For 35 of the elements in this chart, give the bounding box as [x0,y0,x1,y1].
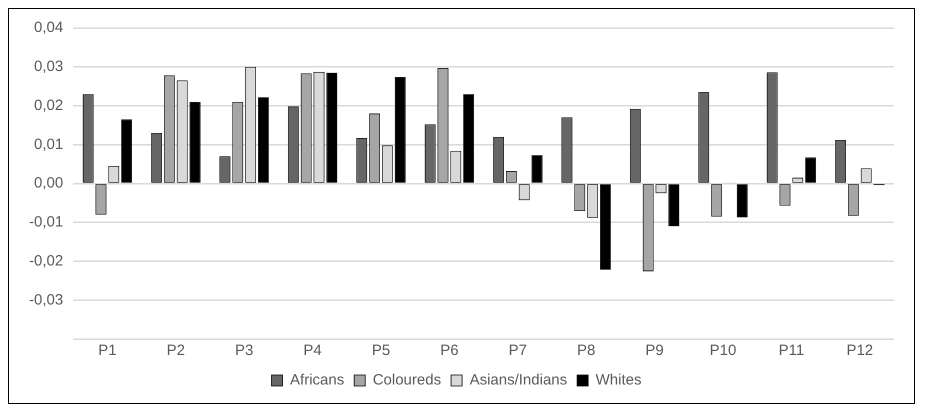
bar [600,184,611,270]
x-tick-label: P5 [372,342,390,360]
x-tick-label: P1 [98,342,117,360]
x-tick-label: P3 [235,342,254,360]
x-tick-label: P7 [508,342,527,360]
y-tick-label: 0,01 [34,136,64,153]
y-tick-label: -0,03 [28,291,64,308]
legend-label: Asians/Indians [470,372,568,389]
bar [532,155,542,183]
x-tick-label: P10 [710,342,736,360]
y-tick-label: 0,00 [34,174,64,192]
x-tick-label: P4 [303,342,322,360]
legend-label: Africans [290,372,344,389]
bar [190,102,200,183]
y-tick-label: -0,02 [28,252,64,270]
y-tick-label: 0,02 [34,96,64,114]
bar [668,184,680,226]
legend-label: Coloureds [372,372,442,389]
bar [394,76,406,183]
x-tick-label: P9 [645,342,664,360]
bar [805,157,816,183]
legend-label: Whites [596,372,642,389]
y-tick-label: 0,04 [34,19,64,36]
bar [258,97,269,183]
bar [736,184,748,218]
bar [463,94,474,183]
x-tick-label: P2 [166,342,185,360]
x-tick-label: P6 [440,342,459,360]
x-tick-label: P12 [846,342,874,360]
bar [326,72,338,183]
x-tick-label: P8 [577,342,596,360]
y-tick-label: -0,01 [28,214,64,231]
y-tick-label: 0,03 [34,58,64,76]
bar [121,119,132,183]
x-tick-label: P11 [778,342,804,360]
